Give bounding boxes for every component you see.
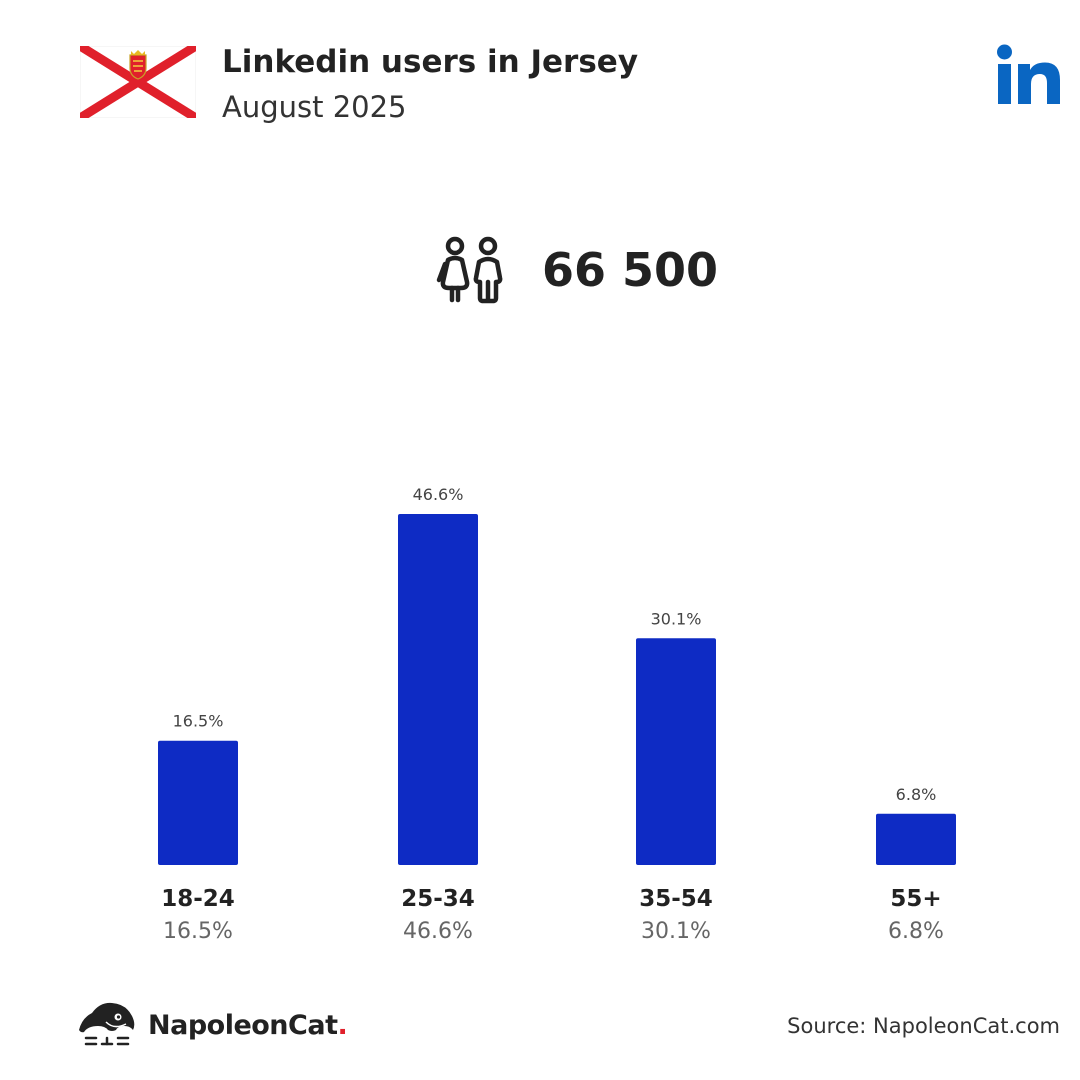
jersey-flag-icon [80,46,196,118]
category-label: 55+ [890,886,941,912]
category-label: 25-34 [401,886,475,912]
users-icon [436,236,503,304]
bar-18-24 [158,740,238,865]
source-credit: Source: NapoleonCat.com [787,1014,1060,1038]
bar-25-34 [398,514,478,865]
bar-value-label: 30.1% [651,609,702,628]
linkedin-icon [997,44,1060,104]
category-percent-label: 16.5% [163,919,233,944]
category-label: 18-24 [161,886,235,912]
brand-dot: . [337,1009,348,1041]
category-percent-label: 6.8% [888,919,944,944]
page-subtitle: August 2025 [222,90,407,124]
total-users: 66 500 [436,236,718,304]
brand-name: NapoleonCat. [148,1009,348,1041]
napoleoncat-icon [79,1002,135,1046]
category-label: 35-54 [639,886,713,912]
category-percent-label: 46.6% [403,919,473,944]
napoleoncat-logo: NapoleonCat. [78,1000,348,1050]
bar-value-label: 6.8% [896,785,937,804]
bar-35-54 [636,638,716,865]
bar-value-label: 16.5% [173,712,224,731]
page-title: Linkedin users in Jersey [222,44,639,80]
total-users-value: 66 500 [542,243,719,297]
brand-text: NapoleonCat [148,1009,338,1041]
category-percent-label: 30.1% [641,919,711,944]
bar-value-label: 46.6% [413,485,464,504]
bar-55+ [876,813,956,865]
